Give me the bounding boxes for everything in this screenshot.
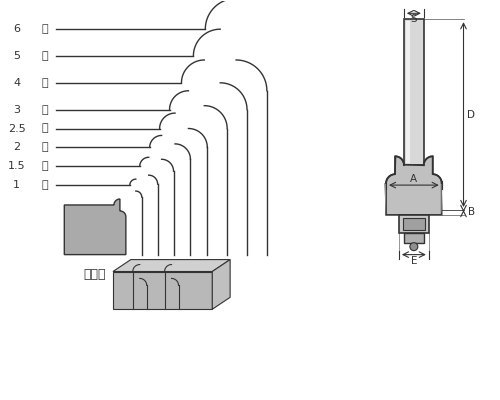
Text: A: A bbox=[410, 174, 418, 184]
Text: 分: 分 bbox=[41, 105, 48, 115]
Polygon shape bbox=[384, 183, 386, 215]
Text: 分: 分 bbox=[41, 51, 48, 61]
FancyBboxPatch shape bbox=[404, 233, 424, 243]
Polygon shape bbox=[113, 272, 212, 309]
Text: 2: 2 bbox=[13, 142, 20, 152]
FancyBboxPatch shape bbox=[404, 19, 424, 165]
Text: 1.5: 1.5 bbox=[8, 161, 25, 171]
Circle shape bbox=[410, 243, 418, 251]
Text: 2.5: 2.5 bbox=[8, 124, 25, 134]
Text: 分: 分 bbox=[41, 161, 48, 171]
Text: 5: 5 bbox=[13, 51, 20, 61]
Polygon shape bbox=[64, 199, 126, 255]
Text: D: D bbox=[468, 110, 475, 120]
Text: 6: 6 bbox=[13, 24, 20, 34]
Text: 分: 分 bbox=[41, 124, 48, 134]
Text: 被削材: 被削材 bbox=[84, 268, 106, 280]
Text: B: B bbox=[468, 208, 475, 218]
Text: 分: 分 bbox=[41, 180, 48, 190]
Text: 1: 1 bbox=[13, 180, 20, 190]
Text: 4: 4 bbox=[13, 78, 20, 88]
Text: 分: 分 bbox=[41, 24, 48, 34]
Text: S: S bbox=[410, 14, 417, 24]
FancyBboxPatch shape bbox=[406, 21, 410, 163]
Polygon shape bbox=[113, 260, 230, 272]
FancyBboxPatch shape bbox=[399, 215, 429, 233]
Polygon shape bbox=[386, 156, 442, 215]
Text: 分: 分 bbox=[41, 78, 48, 88]
Text: 3: 3 bbox=[13, 105, 20, 115]
Text: 分: 分 bbox=[41, 142, 48, 152]
FancyBboxPatch shape bbox=[403, 218, 425, 230]
Polygon shape bbox=[442, 183, 444, 215]
Text: E: E bbox=[410, 256, 417, 266]
Polygon shape bbox=[212, 260, 230, 309]
